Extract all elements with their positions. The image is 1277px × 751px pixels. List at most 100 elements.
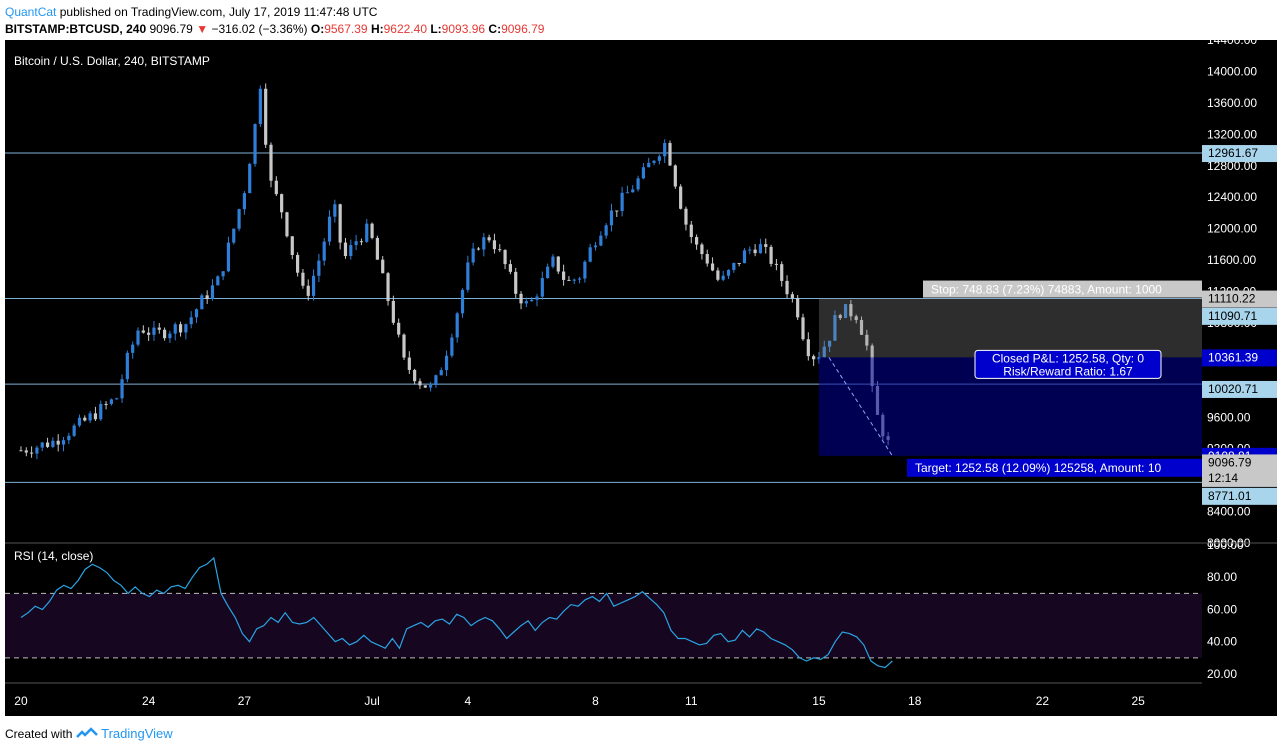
tradingview-logo-icon[interactable] — [75, 726, 101, 741]
price-label-bg — [1202, 454, 1277, 472]
candle-body — [200, 295, 204, 310]
candle-body — [838, 315, 842, 318]
price-level-label: 12:14 — [1208, 471, 1238, 485]
price-tick-label: 14400.00 — [1207, 40, 1257, 47]
candle-body — [253, 124, 257, 164]
created-with-text: Created with — [5, 727, 73, 741]
candle-body — [828, 340, 832, 347]
rsi-tick-label: 40.00 — [1207, 635, 1237, 649]
candle-body — [418, 381, 422, 386]
candle-body — [764, 244, 768, 247]
candle-body — [173, 324, 177, 334]
low-value: 9093.96 — [441, 22, 486, 36]
candle-body — [397, 322, 401, 335]
price-level-label: 12961.67 — [1208, 146, 1258, 160]
price-tick-label: 9600.00 — [1207, 410, 1251, 424]
down-arrow-icon: ▼ — [196, 22, 209, 36]
candle-body — [508, 264, 512, 272]
candle-body — [311, 275, 316, 296]
candle-body — [567, 279, 571, 281]
target-label-bg — [907, 458, 1202, 477]
candle-body — [859, 320, 864, 335]
candle-body — [280, 194, 284, 213]
price-axis[interactable]: 14400.00 14000.00 13600.00 13200.00 12800.00… — [1202, 33, 1277, 716]
candle-body — [631, 189, 635, 193]
candle-body — [620, 192, 624, 212]
candle-body — [609, 210, 614, 226]
candle-body — [599, 235, 603, 246]
author-link[interactable]: QuantCat — [5, 5, 57, 19]
candle-body — [210, 285, 215, 300]
rsi-tick-label: 80.00 — [1207, 570, 1237, 584]
high-label: H: — [370, 22, 384, 36]
candle-body — [492, 240, 497, 250]
candle-body — [843, 304, 848, 318]
candle-body — [471, 248, 475, 263]
candle-body — [498, 249, 502, 251]
candle-body — [141, 330, 145, 333]
candle-body — [535, 296, 539, 300]
chart-area[interactable]: Bitcoin / U.S. Dollar, 240, BITSTAMP Stop… — [5, 40, 1202, 716]
tradingview-brand[interactable]: TradingView — [101, 726, 173, 741]
candle-body — [476, 248, 481, 250]
candle-body — [354, 241, 358, 246]
candle-body — [439, 370, 443, 376]
candle-body — [168, 333, 172, 339]
candle-body — [19, 450, 23, 452]
time-tick-label: 4 — [464, 694, 471, 708]
price-chart-svg[interactable]: Bitcoin / U.S. Dollar, 240, BITSTAMP Stop… — [5, 40, 1202, 716]
candle-body — [790, 294, 794, 299]
candle-body — [349, 245, 353, 257]
candle-body — [242, 193, 246, 210]
candle-body — [487, 237, 491, 241]
candle-body — [93, 413, 98, 420]
price-label-bg — [1202, 349, 1277, 367]
price-axis-svg[interactable]: 14400.00 14000.00 13600.00 13200.00 12800.00… — [1202, 33, 1277, 716]
candle-body — [216, 276, 220, 286]
candle-body — [391, 300, 395, 323]
candle-body — [503, 250, 507, 265]
candle-body — [205, 295, 209, 300]
price-tick-label: 8400.00 — [1207, 505, 1251, 519]
candle-body — [849, 304, 853, 317]
candle-body — [482, 237, 486, 250]
candle-body — [429, 385, 433, 388]
candle-body — [269, 144, 273, 181]
time-tick-label: 25 — [1131, 694, 1145, 708]
time-tick-label: 8 — [592, 694, 599, 708]
target-label: Target: 1252.58 (12.09%) 125258, Amount:… — [915, 461, 1162, 475]
price-tick-label: 11600.00 — [1207, 253, 1256, 267]
chart-title: Bitcoin / U.S. Dollar, 240, BITSTAMP — [14, 54, 210, 68]
candle-body — [524, 301, 528, 304]
candle-body — [732, 262, 736, 270]
candle-body — [147, 332, 151, 335]
candle-body — [258, 88, 262, 125]
candle-body — [769, 246, 773, 264]
price-tick-label: 13600.00 — [1207, 96, 1257, 110]
open-label: O: — [310, 22, 325, 36]
candle-body — [450, 337, 454, 356]
candle-body — [232, 228, 236, 243]
published-text: published on TradingView.com, July 17, 2… — [59, 5, 378, 19]
price-tick-label: 12800.00 — [1207, 159, 1257, 173]
candle-body — [104, 403, 108, 405]
candle-body — [35, 447, 39, 454]
price-level-label: 11110.22 — [1208, 292, 1256, 306]
candle-body — [306, 285, 310, 296]
candle-body — [381, 259, 385, 274]
price-level-label: 10361.39 — [1208, 350, 1258, 364]
high-value: 9622.40 — [383, 22, 427, 36]
candle-body — [753, 249, 757, 254]
candle-body — [748, 249, 752, 251]
time-tick-label: 15 — [812, 694, 826, 708]
price-label-bg — [1202, 380, 1277, 398]
candle-body — [333, 204, 337, 217]
candle-body — [679, 186, 683, 209]
candle-body — [455, 313, 459, 338]
candle-body — [865, 334, 869, 346]
rsi-tick-label: 100.00 — [1207, 538, 1244, 552]
candle-body — [726, 269, 731, 276]
candle-body — [56, 440, 60, 445]
candle-body — [120, 379, 124, 399]
candle-body — [423, 385, 427, 388]
